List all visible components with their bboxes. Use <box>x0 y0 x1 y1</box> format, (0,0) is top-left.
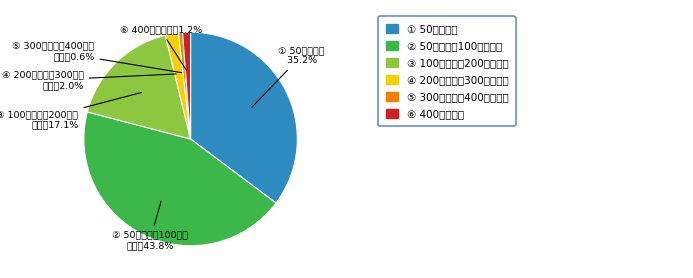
Wedge shape <box>182 32 191 139</box>
Text: ② 50万円以上100万円
未満　43.8%: ② 50万円以上100万円 未満 43.8% <box>112 201 188 250</box>
Text: ⑤ 300万円以上400万円
未満　0.6%: ⑤ 300万円以上400万円 未満 0.6% <box>12 42 182 73</box>
Wedge shape <box>166 33 191 139</box>
Legend: ① 50万円未満, ② 50万円以上100万円未満, ③ 100万円以上200万円未満, ④ 200万円以上300万円未満, ⑤ 300万円以上400万円未満,: ① 50万円未満, ② 50万円以上100万円未満, ③ 100万円以上200万… <box>378 16 516 126</box>
Wedge shape <box>179 33 191 139</box>
Text: ④ 200万円以上300万円
未満　2.0%: ④ 200万円以上300万円 未満 2.0% <box>1 71 176 90</box>
Text: 資本金1億円以下の企業対象（N=1134）: 資本金1億円以下の企業対象（N=1134） <box>550 248 678 258</box>
Wedge shape <box>87 35 191 139</box>
Text: ③ 100万円以上200万円
未満　17.1%: ③ 100万円以上200万円 未満 17.1% <box>0 93 141 130</box>
Wedge shape <box>84 112 276 246</box>
Wedge shape <box>191 32 297 203</box>
Text: ① 50万円未満
   35.2%: ① 50万円未満 35.2% <box>252 46 324 107</box>
Text: ⑥ 400万円以上　1.2%: ⑥ 400万円以上 1.2% <box>120 26 202 71</box>
